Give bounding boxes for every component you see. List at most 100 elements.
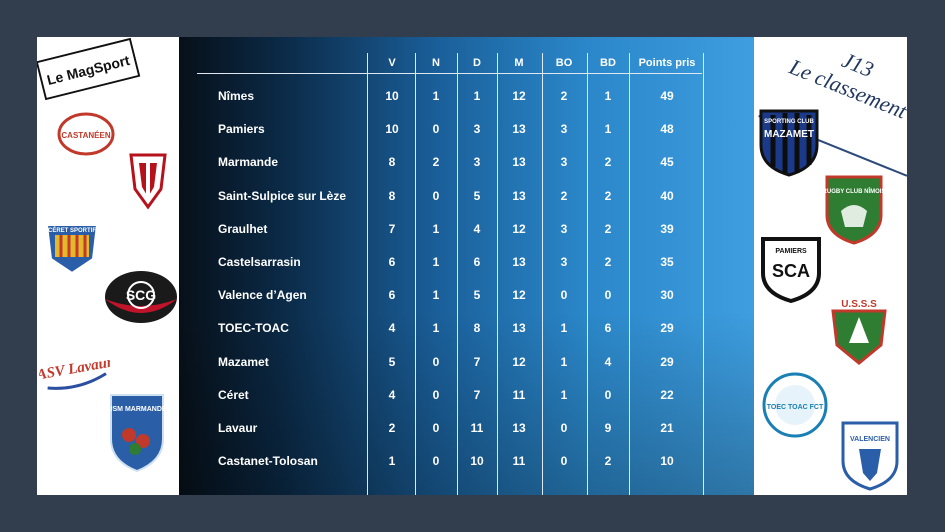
- svg-text:VALENCIEN: VALENCIEN: [850, 436, 890, 443]
- cell-bd: 4: [604, 354, 612, 369]
- cell-d: 11: [470, 421, 484, 435]
- mazamet-logo: SPORTING CLUB MAZAMET: [755, 105, 823, 182]
- team-name: Valence d’Agen: [218, 288, 307, 303]
- valence-agen-logo: [125, 149, 171, 216]
- cell-n: 0: [432, 354, 440, 369]
- scg-logo: SCG: [103, 269, 179, 330]
- cell-bo: 0: [560, 421, 568, 435]
- cell-bo: 2: [560, 89, 568, 103]
- cell-p: 45: [660, 155, 674, 170]
- cell-v: 10: [385, 89, 399, 103]
- svg-text:MAZAMET: MAZAMET: [764, 129, 814, 140]
- cell-p: 40: [660, 188, 674, 203]
- cell-bd: 1: [604, 89, 612, 103]
- column-divider: [703, 53, 704, 495]
- cell-d: 4: [473, 221, 481, 236]
- cell-n: 0: [432, 188, 440, 203]
- team-name: Lavaur: [218, 421, 258, 435]
- table-row: Mazamet 5 0 7 12 1 4 29: [179, 353, 754, 373]
- table-row: Graulhet 7 1 4 12 3 2 39: [179, 220, 754, 240]
- cell-bd: 0: [604, 387, 612, 402]
- cell-v: 8: [388, 155, 396, 170]
- svg-text:TOEC TOAC FCT: TOEC TOAC FCT: [767, 404, 824, 411]
- cell-n: 2: [432, 155, 440, 170]
- team-name: Nîmes: [218, 89, 255, 103]
- saint-sulpice-logo: U.S.S.S: [823, 295, 895, 372]
- table-row: Pamiers 10 0 3 13 3 1 48: [179, 120, 754, 140]
- team-name: Céret: [218, 387, 249, 402]
- cell-m: 13: [512, 255, 526, 269]
- team-name: Saint-Sulpice sur Lèze: [218, 188, 347, 203]
- cell-v: 4: [388, 387, 396, 402]
- cell-d: 5: [473, 188, 481, 203]
- svg-text:SCA: SCA: [772, 261, 810, 281]
- table-row: TOEC-TOAC 4 1 8 13 1 6 29: [179, 319, 754, 339]
- table-row: Lavaur 2 0 11 13 0 9 21: [179, 419, 754, 439]
- column-divider: [587, 53, 588, 495]
- cell-v: 4: [388, 321, 396, 336]
- cell-p: 48: [660, 122, 674, 137]
- cell-d: 10: [470, 454, 484, 469]
- svg-text:U.S.S.S: U.S.S.S: [841, 299, 877, 310]
- header-divider: [197, 73, 702, 74]
- cell-m: 12: [512, 221, 526, 236]
- cell-bd: 2: [604, 221, 612, 236]
- slide: Le MagSport CASTANÉEN CÉRET SPORTIF SCG: [37, 37, 907, 495]
- column-header-m: M: [514, 57, 524, 69]
- ceret-logo: CÉRET SPORTIF: [43, 219, 101, 282]
- cell-p: 22: [660, 387, 674, 402]
- column-header-d: D: [473, 57, 481, 69]
- table-row: Castanet-Tolosan 1 0 10 11 0 2 10: [179, 452, 754, 472]
- cell-p: 39: [660, 221, 674, 236]
- cell-m: 12: [512, 89, 526, 103]
- cell-n: 1: [432, 255, 440, 269]
- magsport-logo-graphic: Le MagSport: [37, 37, 141, 101]
- cell-n: 1: [432, 288, 440, 303]
- table-row: Céret 4 0 7 11 1 0 22: [179, 386, 754, 406]
- cell-bo: 3: [560, 255, 568, 269]
- cell-m: 11: [512, 387, 526, 402]
- magsport-logo: Le MagSport: [37, 37, 141, 101]
- svg-text:ASV Lavaur: ASV Lavaur: [37, 354, 114, 383]
- table-row: Castelsarrasin 6 1 6 13 3 2 35: [179, 253, 754, 273]
- cell-m: 13: [512, 188, 526, 203]
- cell-p: 29: [660, 321, 674, 336]
- svg-text:SCG: SCG: [126, 287, 156, 303]
- cell-bd: 2: [604, 454, 612, 469]
- cell-bo: 3: [560, 122, 568, 137]
- cell-p: 21: [660, 421, 674, 435]
- cell-p: 10: [660, 454, 674, 469]
- pamiers-sca-logo: PAMIERS SCA: [755, 231, 827, 308]
- cell-d: 7: [473, 387, 481, 402]
- column-divider: [497, 53, 498, 495]
- table-row: Marmande 8 2 3 13 3 2 45: [179, 153, 754, 173]
- cell-bo: 0: [560, 288, 568, 303]
- column-header-v: V: [388, 57, 396, 69]
- cell-v: 2: [388, 421, 396, 435]
- team-name: Pamiers: [218, 122, 265, 137]
- cell-bd: 9: [604, 421, 612, 435]
- cell-v: 6: [388, 288, 396, 303]
- cell-d: 3: [473, 155, 481, 170]
- cell-d: 1: [473, 89, 481, 103]
- svg-text:PAMIERS: PAMIERS: [775, 248, 807, 255]
- usm-marmande-logo: USM MARMANDE: [107, 391, 167, 478]
- cell-v: 6: [388, 255, 396, 269]
- cell-m: 12: [512, 354, 526, 369]
- team-name: Marmande: [218, 155, 279, 170]
- cell-d: 7: [473, 354, 481, 369]
- toec-toac-logo: TOEC TOAC FCT: [761, 371, 829, 444]
- column-divider: [542, 53, 543, 495]
- cell-n: 0: [432, 421, 440, 435]
- cell-bd: 0: [604, 288, 612, 303]
- cell-bd: 2: [604, 188, 612, 203]
- cell-bo: 1: [560, 321, 568, 336]
- table-row: Saint-Sulpice sur Lèze 8 0 5 13 2 2 40: [179, 187, 754, 207]
- cell-bo: 3: [560, 155, 568, 170]
- column-header-bd: BD: [600, 57, 616, 69]
- column-header-bo: BO: [555, 57, 573, 69]
- cell-v: 7: [388, 221, 396, 236]
- cell-d: 8: [473, 321, 481, 336]
- cell-n: 0: [432, 454, 440, 469]
- cell-m: 11: [512, 454, 526, 469]
